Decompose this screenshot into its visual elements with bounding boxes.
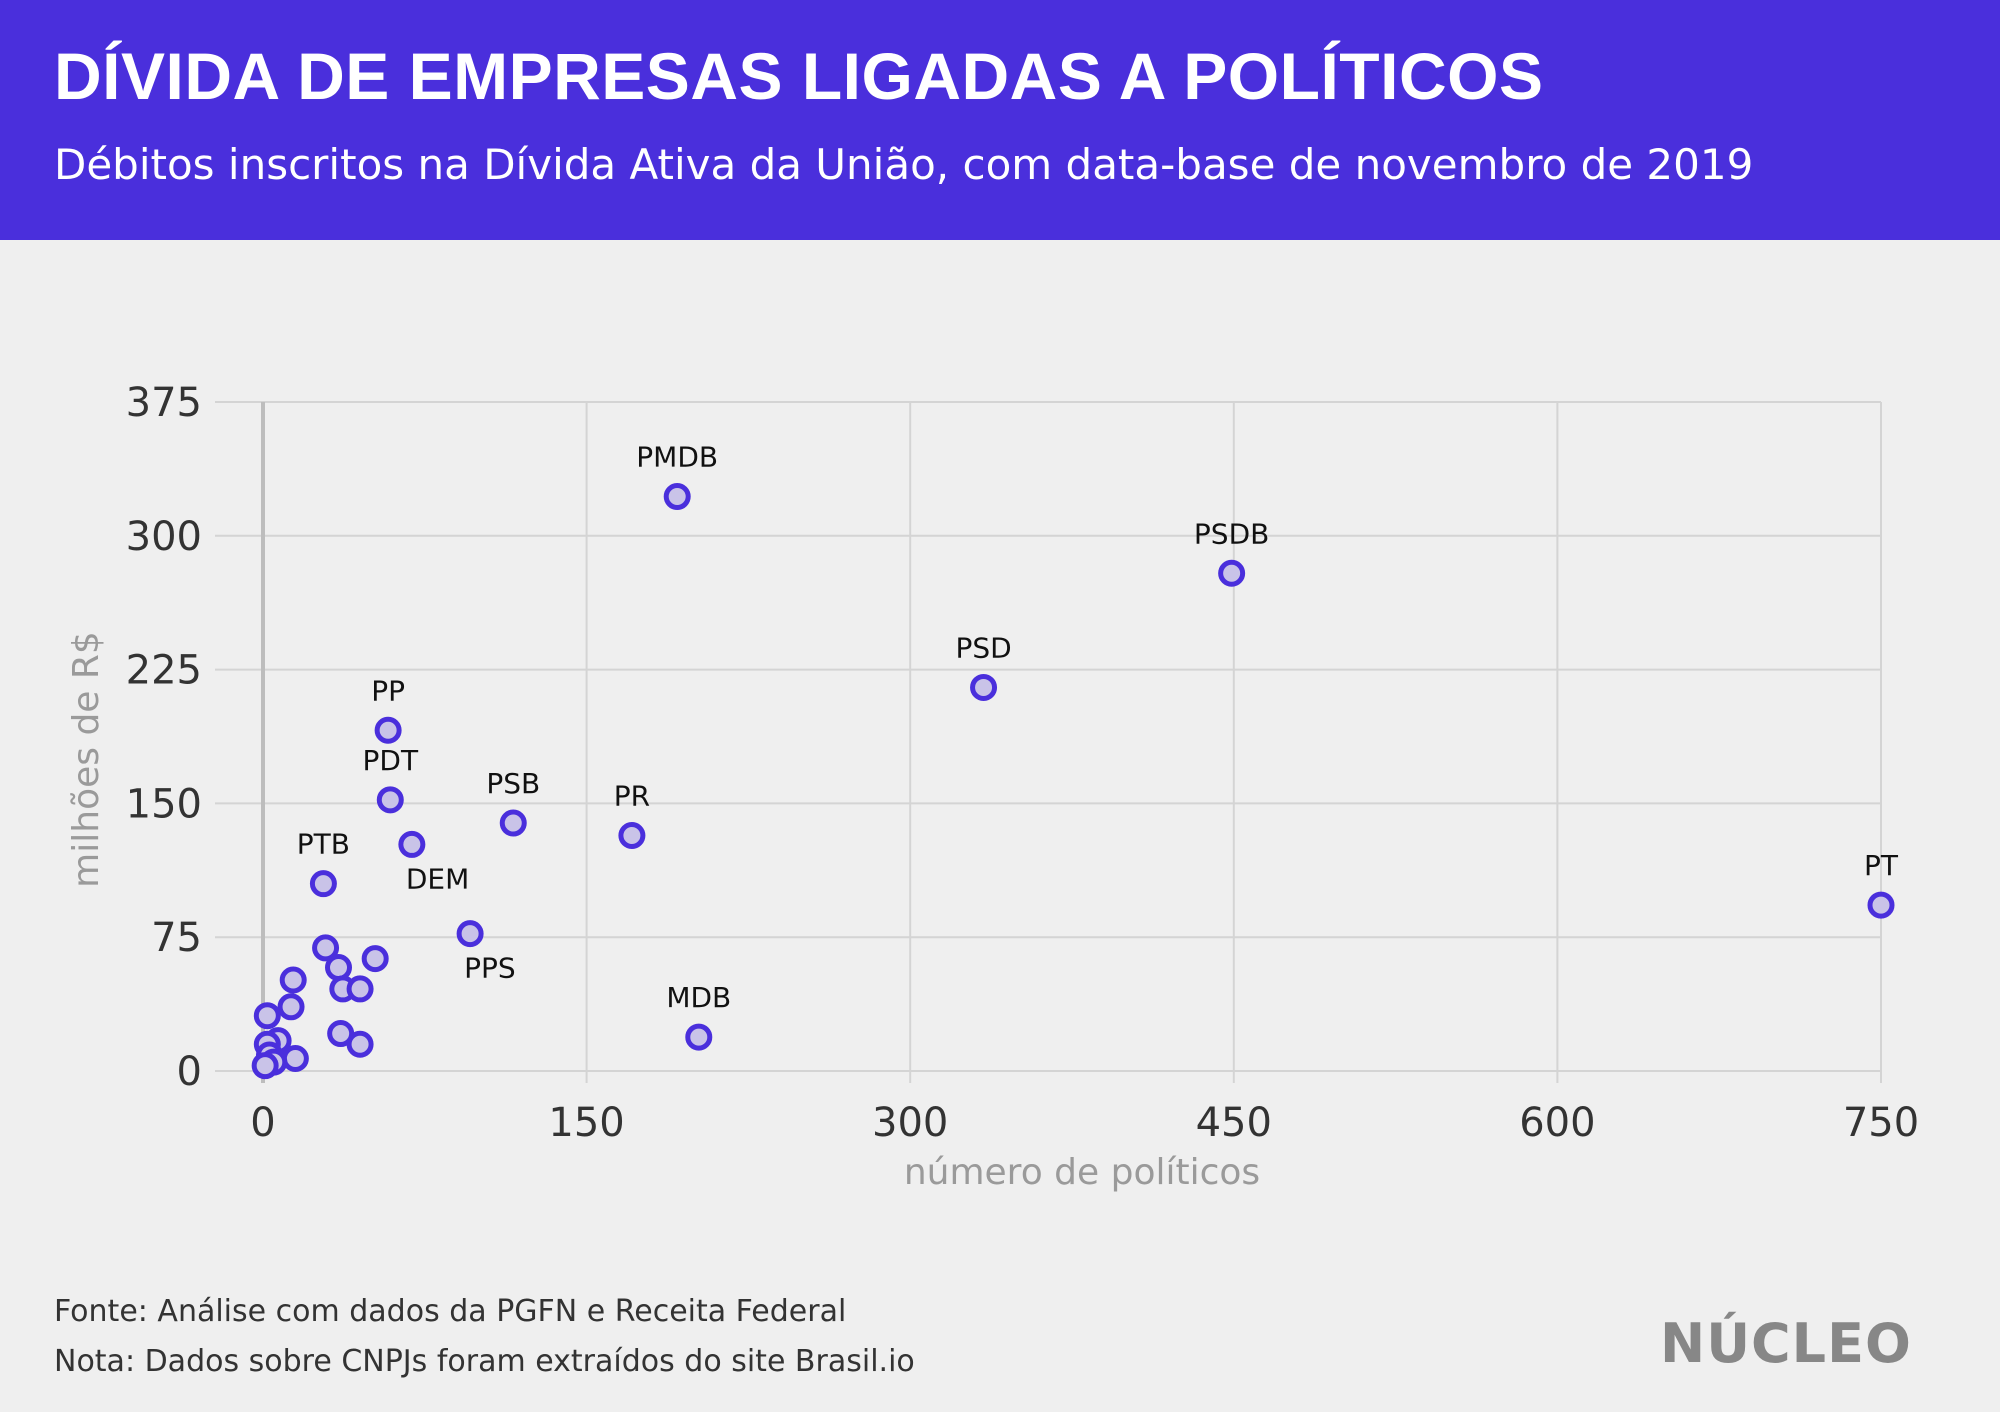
data-point-pmdb xyxy=(663,483,691,511)
page-subtitle: Débitos inscritos na Dívida Ativa da Uni… xyxy=(54,140,1754,189)
data-point-pr xyxy=(618,822,646,850)
data-point xyxy=(346,975,374,1003)
y-tick-label: 375 xyxy=(126,380,202,426)
x-tick-label: 0 xyxy=(250,1100,275,1146)
point-label-pmdb: PMDB xyxy=(636,441,718,474)
data-point-pp xyxy=(374,716,402,744)
data-point-psdb xyxy=(1218,559,1246,587)
data-point xyxy=(312,934,340,962)
y-tick-label: 150 xyxy=(126,781,202,827)
point-label-pr: PR xyxy=(614,780,650,813)
point-label-psd: PSD xyxy=(955,631,1011,664)
point-label-pt: PT xyxy=(1864,849,1899,882)
data-point xyxy=(253,1002,281,1030)
data-point xyxy=(281,1045,309,1073)
nucleo-logo: NÚCLEO xyxy=(1660,1312,1912,1375)
x-tick-label: 450 xyxy=(1196,1100,1272,1146)
data-point-pdt xyxy=(376,786,404,814)
point-label-dem: DEM xyxy=(406,862,469,895)
y-tick-label: 0 xyxy=(177,1049,202,1095)
data-point xyxy=(279,966,307,994)
point-label-psdb: PSDB xyxy=(1194,517,1269,550)
data-point-mdb xyxy=(685,1023,713,1051)
point-label-psb: PSB xyxy=(486,767,540,800)
data-point-dem xyxy=(398,830,426,858)
y-tick-label: 75 xyxy=(151,915,202,961)
data-point xyxy=(361,945,389,973)
data-point-pt xyxy=(1867,891,1895,919)
x-tick-label: 150 xyxy=(548,1100,624,1146)
scatter-chart: 0 75 150 225 300 375 0 150 300 450 600 750 número de… xyxy=(66,380,1919,1193)
data-point xyxy=(325,954,353,982)
data-note: Nota: Dados sobre CNPJs foram extraídos … xyxy=(54,1344,915,1379)
point-label-pdt: PDT xyxy=(363,744,419,777)
source-note: Fonte: Análise com dados da PGFN e Recei… xyxy=(54,1294,847,1329)
point-label-mdb: MDB xyxy=(666,981,731,1014)
data-point xyxy=(277,993,305,1021)
data-point-pps xyxy=(456,920,484,948)
data-point-ptb xyxy=(309,870,337,898)
point-label-pp: PP xyxy=(371,674,405,707)
header-banner: DÍVIDA DE EMPRESAS LIGADAS A POLÍTICOS D… xyxy=(0,0,2000,240)
data-point-psb xyxy=(499,809,527,837)
point-label-pps: PPS xyxy=(464,952,516,985)
data-point-psd xyxy=(970,673,998,701)
data-point xyxy=(251,1052,279,1080)
y-tick-label: 300 xyxy=(126,514,202,560)
y-tick-label: 225 xyxy=(126,648,202,694)
data-point xyxy=(346,1030,374,1058)
data-point xyxy=(327,1020,355,1048)
x-axis-title: número de políticos xyxy=(904,1152,1260,1193)
x-tick-label: 600 xyxy=(1519,1100,1595,1146)
y-axis-title: milhões de R$ xyxy=(66,631,107,888)
x-tick-label: 300 xyxy=(872,1100,948,1146)
point-label-ptb: PTB xyxy=(297,828,350,861)
page-title: DÍVIDA DE EMPRESAS LIGADAS A POLÍTICOS xyxy=(54,39,1544,113)
x-tick-label: 750 xyxy=(1843,1100,1919,1146)
